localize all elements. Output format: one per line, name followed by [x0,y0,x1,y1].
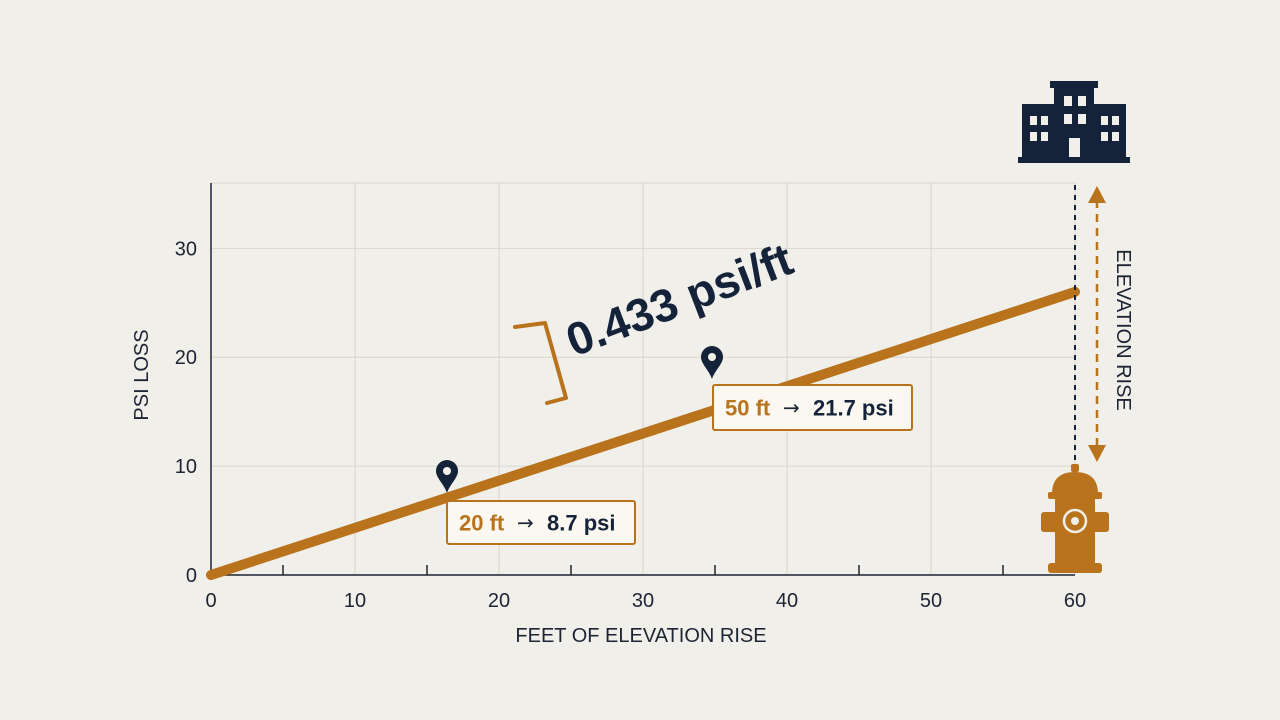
map-pin-dot [708,353,716,361]
map-pin-dot [443,467,451,475]
callout-arrow-0: → [517,511,534,535]
fire-hydrant-icon [1041,464,1109,573]
callout-y-text-0: 8.7 psi [547,511,615,536]
callouts: 20 ft → 8.7 psi 50 ft → 21.7 psi [436,345,913,545]
callout-x-text-0: 20 ft [459,511,505,536]
callout-arrow-1: → [783,396,800,420]
callout-box-0 [446,500,636,545]
y-tick-label-30: 30 [175,238,197,260]
building-icon [1018,81,1130,163]
x-tick-label-50: 50 [920,590,942,612]
y-tick-label-20: 20 [175,347,197,369]
slope-bracket [513,321,568,405]
x-axis-title: FEET OF ELEVATION RISE [515,625,766,647]
map-pin-icon [436,460,458,493]
callout-y-text-1: 21.7 psi [813,396,894,421]
elevation-rise-arrow [1088,186,1106,462]
slope-label: 0.433 psi/ft [559,233,800,367]
axes [210,183,1075,576]
callout-x-text-1: 50 ft [725,396,771,421]
series-line-0 [206,286,1080,580]
x-tick-label-40: 40 [776,590,798,612]
x-tick-label-10: 10 [344,590,366,612]
x-tick-label-60: 60 [1064,590,1086,612]
y-tick-label-10: 10 [175,456,197,478]
elevation-rise-label: ELEVATION RISE [1112,249,1134,411]
y-axis-title: PSI LOSS [131,329,153,420]
y-tick-label-0: 0 [186,565,197,587]
x-tick-label-0: 0 [205,590,216,612]
series-line-group [206,286,1080,580]
x-tick-label-20: 20 [488,590,510,612]
callout-0: 20 ft → 8.7 psi [436,460,636,545]
map-pin-icon [701,345,724,379]
tick-labels: 0 10 20 30 40 50 60 0 10 20 30 [175,238,1086,612]
x-tick-label-30: 30 [632,590,654,612]
callout-box-1 [712,384,913,431]
callout-1: 50 ft → 21.7 psi [701,345,913,431]
grid-lines [211,182,1076,575]
